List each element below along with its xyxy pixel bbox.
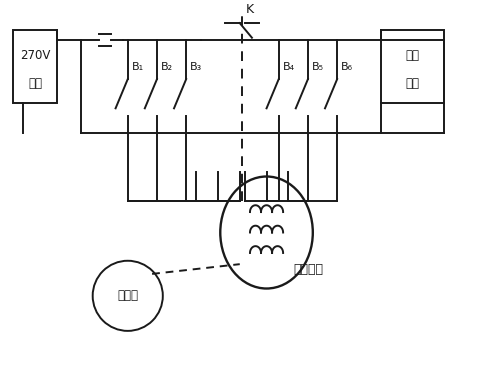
Text: B₅: B₅ — [312, 62, 324, 72]
Text: 发动机: 发动机 — [117, 289, 138, 302]
Text: B₃: B₃ — [190, 62, 202, 72]
Text: B₁: B₁ — [132, 62, 144, 72]
Text: K: K — [246, 3, 254, 16]
Text: 疾源: 疾源 — [406, 77, 420, 90]
Text: B₂: B₂ — [161, 62, 173, 72]
Bar — [13, 31, 57, 103]
Text: B₄: B₄ — [282, 62, 295, 72]
Bar — [381, 31, 444, 103]
Text: 异步电机: 异步电机 — [293, 263, 323, 276]
Text: 负载: 负载 — [28, 77, 42, 90]
Text: 起动: 起动 — [406, 49, 420, 62]
Text: B₆: B₆ — [341, 62, 353, 72]
Text: 270V: 270V — [20, 49, 50, 62]
